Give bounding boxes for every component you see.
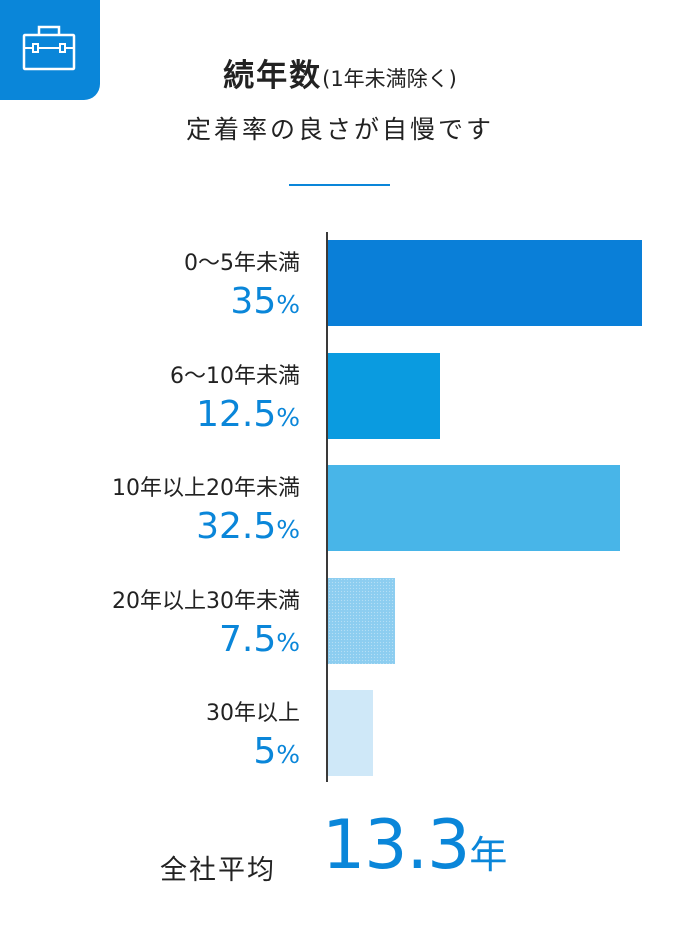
category-label: 10年以上20年未満	[112, 476, 300, 501]
value-label: 35%	[100, 284, 300, 320]
value-unit: %	[276, 402, 300, 432]
average-label: 全社平均	[160, 855, 276, 886]
page-subtitle: 定着率の良さが自慢です	[185, 115, 494, 144]
bar-1	[328, 240, 642, 326]
category-label: 20年以上30年未満	[112, 588, 300, 614]
y-axis-line	[326, 232, 328, 782]
value-unit: %	[276, 515, 300, 544]
average-value: 13.3年	[322, 812, 507, 880]
briefcase-icon	[22, 25, 76, 71]
bar-2	[328, 352, 441, 439]
divider	[289, 184, 390, 186]
average-unit: 年	[469, 833, 508, 877]
average-number: 13.3	[322, 806, 470, 885]
value-number: 32.5	[196, 506, 277, 547]
value-number: 35	[230, 281, 277, 322]
bar-3	[328, 465, 620, 551]
bar-5	[328, 690, 373, 776]
title-note: (1年未満除く)	[322, 67, 457, 91]
value-unit: %	[276, 290, 300, 319]
value-number: 12.5	[196, 393, 277, 435]
value-label: 5%	[100, 734, 300, 770]
value-label: 12.5%	[100, 393, 300, 435]
title-main: 続年数	[223, 58, 323, 94]
category-label: 6〜10年未満	[170, 363, 300, 389]
page-title: 続年数(1年未満除く)	[0, 50, 680, 95]
category-label: 0〜5年未満	[184, 251, 300, 276]
category-label: 30年以上	[206, 701, 300, 726]
corner-badge	[0, 0, 100, 100]
bar-4	[328, 577, 396, 664]
value-number: 5	[253, 731, 277, 772]
value-unit: %	[276, 627, 300, 657]
value-unit: %	[276, 740, 300, 769]
value-number: 7.5	[218, 618, 277, 660]
value-label: 32.5%	[100, 509, 300, 545]
value-label: 7.5%	[100, 618, 300, 660]
